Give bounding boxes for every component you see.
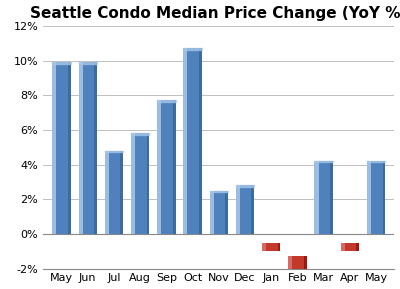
Bar xyxy=(146,133,149,234)
Bar xyxy=(120,151,123,234)
Bar xyxy=(94,62,97,234)
Bar xyxy=(78,62,97,64)
Bar xyxy=(236,185,240,234)
Bar xyxy=(68,62,71,234)
Bar xyxy=(184,49,202,50)
Bar xyxy=(314,161,333,234)
Bar xyxy=(382,161,385,234)
Bar xyxy=(157,101,176,102)
Bar xyxy=(184,49,202,234)
Bar xyxy=(341,242,359,251)
Bar xyxy=(210,190,214,234)
Bar xyxy=(262,242,280,251)
Bar xyxy=(262,242,266,251)
Bar xyxy=(304,256,307,279)
Bar xyxy=(314,161,318,234)
Bar xyxy=(330,161,333,234)
Bar xyxy=(199,49,202,234)
Bar xyxy=(367,161,385,234)
Bar xyxy=(52,62,71,64)
Title: Seattle Condo Median Price Change (YoY %): Seattle Condo Median Price Change (YoY %… xyxy=(30,5,400,21)
Bar xyxy=(210,190,228,192)
Bar xyxy=(105,151,109,234)
Bar xyxy=(173,101,176,234)
Bar xyxy=(314,161,333,162)
Bar xyxy=(225,190,228,234)
Bar xyxy=(184,49,188,234)
Bar xyxy=(131,133,149,135)
Bar xyxy=(367,161,385,162)
Bar xyxy=(278,242,280,251)
Bar xyxy=(157,101,176,234)
Bar xyxy=(288,256,292,279)
Bar xyxy=(78,62,82,234)
Bar xyxy=(367,161,371,234)
Bar xyxy=(78,62,97,234)
Bar xyxy=(288,256,307,279)
Bar xyxy=(131,133,135,234)
Bar xyxy=(236,185,254,234)
Bar xyxy=(356,242,359,251)
Bar xyxy=(131,133,149,234)
Bar xyxy=(52,62,71,234)
Bar xyxy=(236,185,254,187)
Bar xyxy=(252,185,254,234)
Bar xyxy=(105,151,123,152)
Bar xyxy=(105,151,123,234)
Bar xyxy=(210,190,228,234)
Bar xyxy=(52,62,56,234)
Bar xyxy=(157,101,161,234)
Bar xyxy=(341,242,345,251)
